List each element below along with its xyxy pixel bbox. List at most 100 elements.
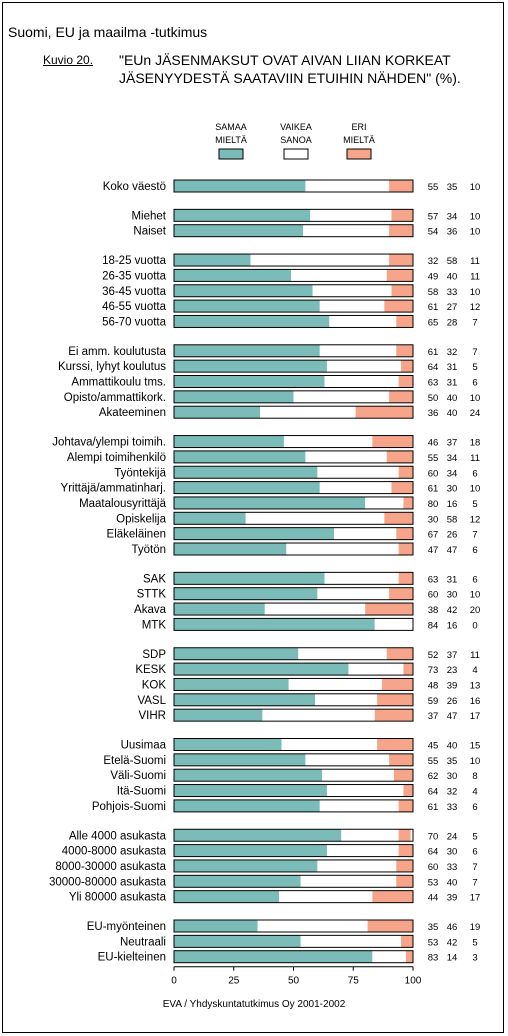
bar-outline [173, 299, 414, 313]
bar-outline [173, 890, 414, 904]
bar-eri [398, 829, 411, 842]
value-label: 11 [470, 256, 480, 267]
bar-vaikea [319, 481, 392, 494]
bar-samaa [174, 360, 327, 373]
bar-samaa [174, 512, 246, 525]
value-label: 39 [447, 893, 458, 904]
bar-samaa [174, 496, 366, 509]
bar-eri [396, 315, 413, 328]
bar-samaa [174, 693, 316, 706]
value-label: 61 [428, 302, 439, 313]
bar-vaikea [329, 315, 397, 328]
legend-eri-label-1: ERI [351, 122, 366, 132]
value-label: 14 [447, 953, 458, 964]
bar-vaikea [291, 269, 387, 282]
value-label: 47 [447, 545, 458, 556]
category-label: Neutraali [120, 936, 166, 948]
bar-vaikea [324, 375, 399, 388]
bar-outline [173, 768, 414, 782]
value-label: 32 [428, 256, 439, 267]
bar-eri [403, 784, 413, 797]
bar-vaikea [260, 406, 356, 419]
bar-vaikea [305, 450, 387, 463]
bar-eri [398, 543, 413, 555]
bar-samaa [174, 254, 251, 267]
bar-samaa [174, 450, 306, 463]
figure-label: Kuvio 20. [43, 53, 94, 67]
bar-samaa [174, 180, 306, 192]
value-label: 28 [447, 317, 458, 328]
bar-vaikea [324, 572, 399, 585]
bar-outline [173, 874, 414, 888]
value-label: 40 [447, 408, 458, 419]
category-label: Työtön [131, 544, 166, 556]
legend-samaa-label-1: SAMAA [215, 122, 247, 132]
bar-eri [393, 769, 413, 782]
value-label: 5 [472, 937, 477, 948]
value-label: 3 [472, 953, 477, 964]
bar-samaa [174, 269, 292, 282]
value-label: 50 [428, 393, 439, 404]
value-label: 60 [428, 862, 439, 873]
bar-vaikea [264, 603, 366, 616]
bar-samaa [174, 647, 299, 660]
value-label: 5 [472, 831, 477, 842]
bar-eri [398, 375, 413, 388]
bar-samaa [174, 663, 349, 676]
value-label: 46 [447, 922, 458, 933]
category-label: 8000-30000 asukasta [55, 861, 166, 873]
value-label: 4 [472, 665, 477, 676]
legend-eri-label-2: MIELTÄ [343, 135, 375, 145]
category-label: 26-35 vuotta [102, 270, 167, 282]
value-label: 34 [447, 468, 458, 479]
bar-samaa [174, 603, 265, 616]
value-label: 31 [447, 362, 458, 373]
legend-samaa-swatch [218, 148, 244, 160]
value-label: 6 [472, 847, 477, 858]
value-label: 17 [470, 893, 481, 904]
bar-samaa [174, 753, 306, 766]
bar-vaikea [305, 753, 390, 766]
value-label: 40 [447, 741, 458, 752]
value-label: 58 [447, 514, 458, 525]
bar-samaa [174, 543, 287, 555]
value-label: 37 [428, 711, 439, 722]
bar-eri [401, 360, 413, 373]
bar-samaa [174, 875, 301, 888]
bar-samaa [174, 224, 304, 237]
bar-outline [173, 390, 414, 404]
bar-eri [391, 481, 413, 494]
bar-outline [173, 375, 414, 388]
value-label: 12 [470, 302, 481, 313]
bar-eri [398, 799, 413, 812]
bar-samaa [174, 466, 318, 479]
bar-eri [398, 844, 413, 857]
bar-samaa [174, 406, 261, 419]
value-label: 34 [447, 453, 458, 464]
bar-eri [372, 435, 413, 448]
category-label: Akava [134, 604, 167, 616]
bar-samaa [174, 618, 375, 631]
bar-eri [391, 209, 413, 222]
bar-eri [391, 284, 413, 297]
category-label: MTK [142, 619, 167, 631]
value-label: 10 [470, 393, 481, 404]
x-tick-label: 100 [405, 976, 422, 987]
bar-vaikea [298, 647, 387, 660]
bar-eri [381, 678, 413, 691]
value-label: 11 [470, 271, 480, 282]
value-label: 24 [447, 831, 458, 842]
bar-vaikea [283, 435, 373, 448]
value-label: 35 [428, 922, 439, 933]
value-label: 30 [447, 590, 458, 601]
bar-vaikea [300, 875, 397, 888]
bar-outline [173, 208, 414, 222]
value-label: 30 [447, 847, 458, 858]
value-label: 65 [428, 317, 439, 328]
bar-outline [173, 179, 414, 193]
value-label: 6 [472, 574, 477, 585]
category-label: Ammattikoulu tms. [71, 377, 166, 389]
bar-eri [365, 603, 413, 616]
value-label: 58 [428, 287, 439, 298]
value-label: 10 [470, 182, 481, 193]
